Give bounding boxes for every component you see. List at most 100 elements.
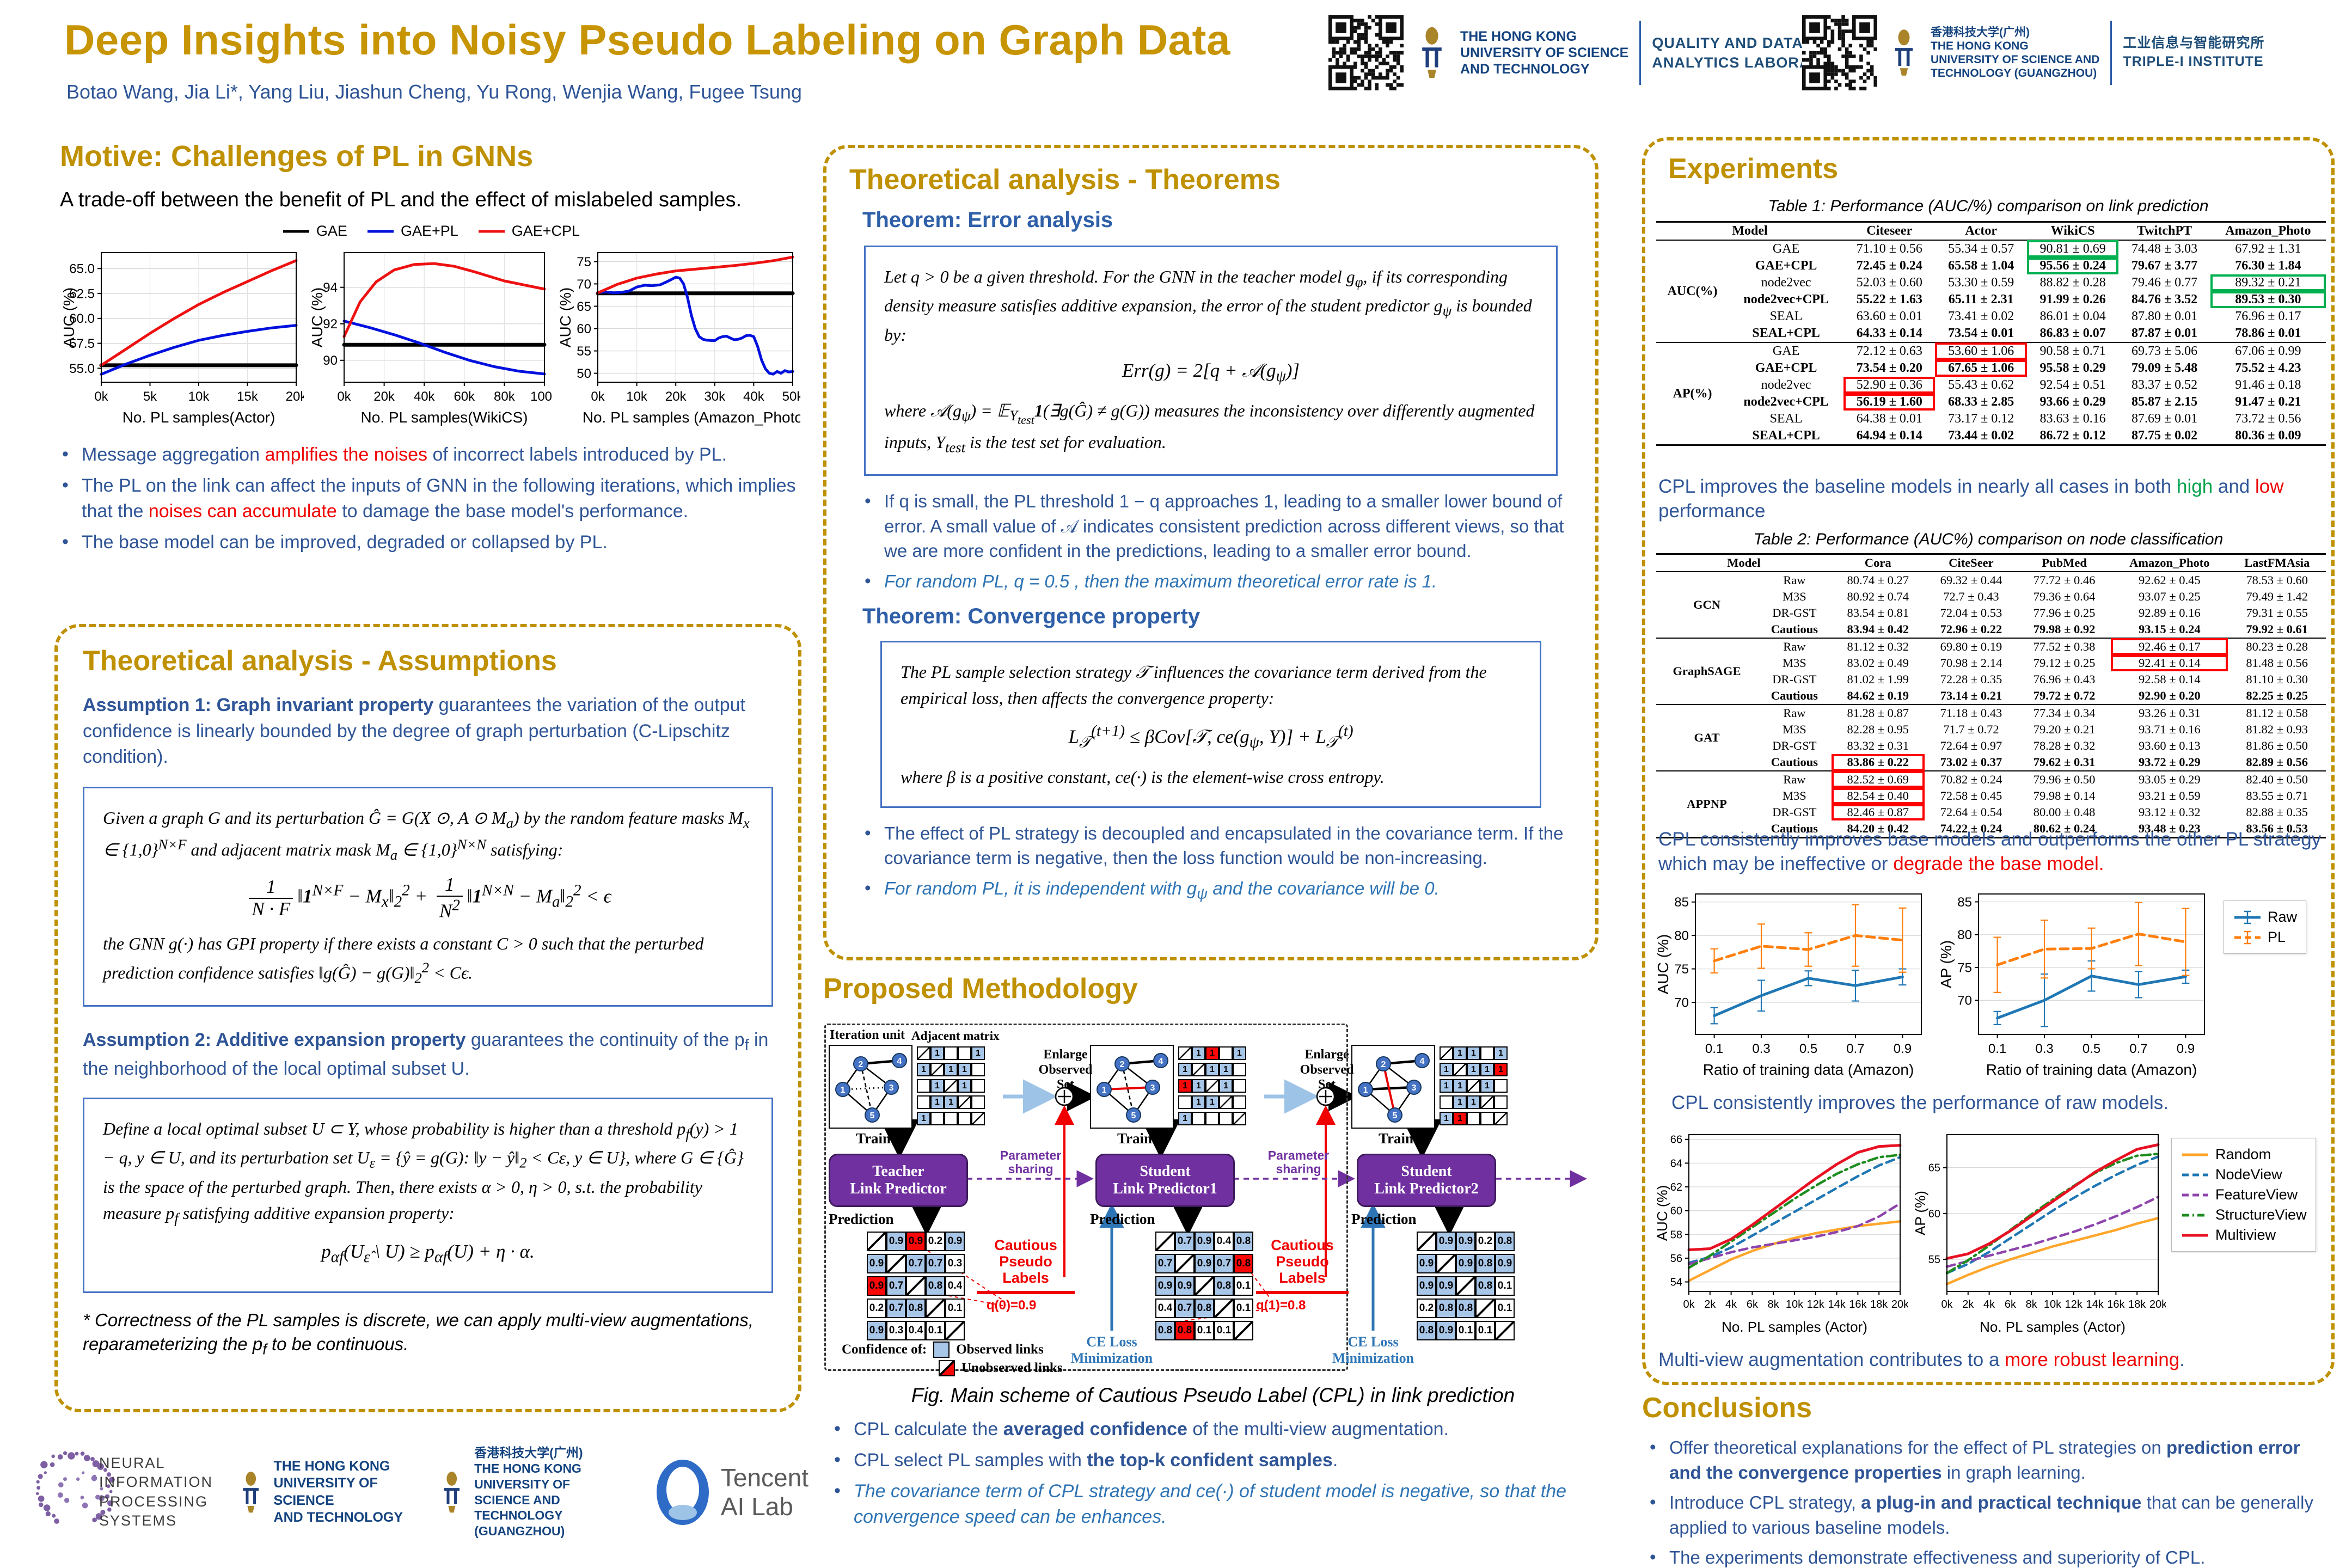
inst-line: AND TECHNOLOGY [273, 1509, 403, 1525]
hkust-gz-emblem-icon [444, 1471, 460, 1512]
matrix-cell: 1 [958, 1079, 971, 1093]
matrix-cell [971, 1063, 985, 1076]
bullet-item: CPL select PL samples with the top-k con… [832, 1447, 1603, 1473]
bullet-item: CPL calculate the averaged confidence of… [832, 1416, 1603, 1442]
column-header: CiteSeer [1924, 554, 2018, 572]
svg-text:0k: 0k [1683, 1298, 1695, 1310]
table-cell: 77.72 ± 0.46 [2033, 573, 2096, 587]
svg-text:2: 2 [1120, 1060, 1125, 1069]
enlarge-observed-set-label: Enlarge Observed Set [1300, 1048, 1354, 1092]
bullet-item: For random PL, q = 0.5 , then the maximu… [862, 568, 1572, 594]
footer-hkust-gz-logo: 香港科技大学(广州) THE HONG KONG UNIVERSITY OF S… [438, 1445, 628, 1539]
matrix-cell: 0.7 [926, 1254, 945, 1273]
svg-text:80k: 80k [494, 389, 516, 404]
matrix-cell: 0.1 [1195, 1321, 1214, 1340]
table-cell: 52.90 ± 0.36 [1843, 377, 1935, 394]
table-cell: 83.54 ± 0.81 [1847, 606, 1909, 620]
chart-pl-wikics: 0k 20k 40k 60k 80k 100k 90 92 94 No. PL samples(W… [309, 252, 552, 426]
matrix-cell: 0.4 [906, 1321, 926, 1340]
matrix-cell: 1 [1192, 1046, 1205, 1060]
table-cell: 73.54 ± 0.01 [1948, 326, 2014, 340]
table-cell: 73.72 ± 0.56 [2235, 412, 2301, 426]
table-cell: 79.72 ± 0.72 [2033, 689, 2096, 702]
table-cell: 67.06 ± 0.99 [2210, 342, 2326, 360]
table-cell: 92.62 ± 0.45 [2139, 573, 2201, 587]
matrix-cell: 0.4 [1155, 1298, 1175, 1318]
matrix-cell: 0.8 [1417, 1321, 1436, 1340]
svg-text:60.0: 60.0 [69, 311, 95, 326]
table-cell: 89.53 ± 0.30 [2210, 291, 2326, 308]
model-name: DR-GST [1772, 606, 1817, 620]
table-cell: 80.36 ± 0.09 [2235, 428, 2301, 443]
table-cell: 85.87 ± 2.15 [2131, 395, 2198, 409]
conclusions-heading: Conclusions [1642, 1392, 1812, 1424]
formula-line: L𝒯(t+1) ≤ βCov[𝒯, ce(gψ, Y)] + L𝒯(t) [1068, 722, 1353, 751]
matrix-cell: 0.1 [1456, 1321, 1475, 1340]
table2-note: CPL consistently improves base models an… [1658, 829, 2322, 874]
matrix-cell [1436, 1254, 1456, 1273]
model-name: SEAL+CPL [1752, 428, 1820, 443]
matrix-cell: 0.8 [1495, 1232, 1515, 1251]
svg-text:16k: 16k [2107, 1298, 2125, 1310]
svg-text:85: 85 [1674, 895, 1689, 910]
assumption-1-text: Assumption 1: Graph invariant property g… [83, 695, 745, 768]
matrix-cell: 1 [944, 1095, 958, 1109]
column-header: Model [1656, 222, 1844, 241]
chart-auc-ratio: 0.1 0.3 0.5 0.7 0.9 70 75 80 85 Ratio of training… [1655, 893, 1922, 1078]
matrix-cell [944, 1112, 958, 1125]
matrix-cell: 1 [944, 1063, 958, 1076]
assumption-2-formula: Define a local optimal subset U ⊂ Y, who… [83, 1097, 773, 1293]
matrix-cell [958, 1095, 971, 1109]
matrix-cell: 1 [1467, 1063, 1480, 1076]
svg-text:6k: 6k [2005, 1298, 2017, 1310]
metric-label: GAT [1656, 704, 1758, 771]
theorem-convergence-heading: Theorem: Convergence property [862, 604, 1200, 629]
matrix-cell: 1 [1440, 1063, 1453, 1076]
table-cell: 72.45 ± 0.24 [1856, 259, 1922, 273]
legend-label: NodeView [2215, 1166, 2282, 1183]
matrix-cell: 1 [930, 1046, 944, 1060]
matrix-cell: 1 [1205, 1063, 1219, 1076]
svg-text:AP (%): AP (%) [1912, 1191, 1928, 1235]
section-methodology: Proposed Methodology [823, 972, 1603, 1535]
table-cell: 84.76 ± 3.52 [2131, 292, 2198, 307]
table-cell: 68.33 ± 2.85 [1948, 395, 2014, 409]
svg-text:40k: 40k [743, 389, 765, 404]
legend-entry: FeatureView [2180, 1186, 2307, 1203]
model-name: GAE [1772, 242, 1800, 256]
svg-text:No. PL samples (Actor): No. PL samples (Actor) [1980, 1319, 2126, 1335]
inst-line: THE HONG KONG [1931, 39, 2029, 52]
svg-text:55: 55 [1928, 1254, 1940, 1266]
confidence-matrix-1: 0.9 0.9 0.2 0.9 0.9 0.7 0.7 0.3 0.9 0.7 0.8 0.4 0.2 0… [867, 1232, 965, 1340]
table-cell: 81.86 ± 0.50 [2246, 739, 2308, 752]
model-name: node2vec+CPL [1743, 292, 1829, 307]
table-cell: 65.58 ± 1.04 [1948, 259, 2014, 273]
table-cell: 83.94 ± 0.42 [1847, 622, 1909, 636]
svg-text:4: 4 [1159, 1057, 1163, 1066]
metric-label: AP(%) [1656, 342, 1729, 445]
lab-line: QUALITY AND DATA [1652, 34, 1803, 51]
matrix-cell [1192, 1063, 1205, 1076]
matrix-cell [1192, 1112, 1205, 1125]
matrix-cell: 0.8 [1234, 1254, 1253, 1273]
metric-label: AUC(%) [1667, 284, 1718, 298]
matrix-cell [917, 1095, 930, 1109]
matrix-cell: 1 [1178, 1079, 1192, 1093]
table-cell: 92.46 ± 0.17 [2111, 638, 2228, 655]
svg-text:75: 75 [577, 255, 591, 270]
svg-text:Ratio of training data (Amazon: Ratio of training data (Amazon) [1703, 1061, 1914, 1078]
legend-entry: GAE+CPL [477, 223, 580, 240]
matrix-cell [1494, 1095, 1508, 1109]
footer-logos: NEURAL INFORMATION PROCESSING SYSTEMS TH… [30, 1431, 808, 1553]
svg-text:20k: 20k [1891, 1298, 1908, 1310]
svg-text:56: 56 [1670, 1253, 1682, 1265]
table-cell: 82.52 ± 0.69 [1831, 770, 1925, 788]
svg-text:AUC (%): AUC (%) [1654, 1185, 1670, 1241]
matrix-cell: 0.7 [1155, 1254, 1175, 1273]
svg-text:AP (%): AP (%) [1938, 940, 1955, 988]
neurips-line: PROCESSING [99, 1493, 209, 1510]
experiments-heading: Experiments [1668, 153, 1839, 185]
matrix-cell: 0.8 [1155, 1321, 1175, 1340]
graph-3: 1 2 3 4 5 [1351, 1045, 1435, 1129]
svg-text:0.7: 0.7 [2129, 1042, 2147, 1056]
